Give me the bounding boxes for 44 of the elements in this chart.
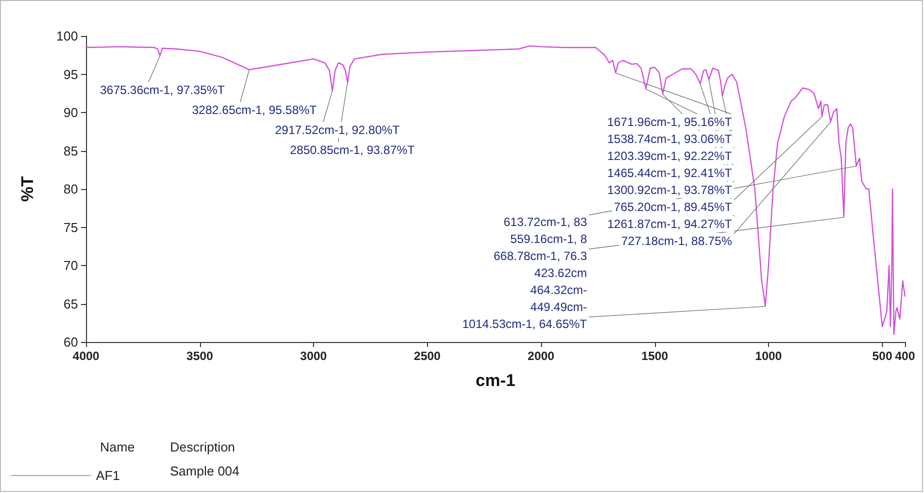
y-tick-label: 75 [64,220,78,235]
annotation: 449.49cm- [530,300,587,314]
y-tick-label: 70 [64,258,78,273]
x-tick-label: 1000 [755,349,782,363]
annotation: 2917.52cm-1, 92.80%T [275,123,400,137]
annotation: 727.18cm-1, 88.75% [621,234,732,248]
x-tick-label: 500 [872,349,893,363]
y-tick-label: 85 [64,143,78,158]
annotation: 668.78cm-1, 76.3 [494,249,588,263]
annotation: 2850.85cm-1, 93.87%T [290,143,416,157]
y-tick-label: 100 [56,28,78,44]
y-tick-label: 80 [64,182,78,196]
annotation: 1014.53cm-1, 64.65%T [462,317,588,331]
x-tick-label: 2500 [414,349,441,363]
annotation: 423.62cm [534,266,587,280]
y-tick-label: 90 [64,105,78,120]
line-series [85,45,906,335]
x-tick-label: 2000 [528,349,555,363]
annotation: 613.72cm-1, 83 [504,215,588,229]
y-axis-title: %T [18,176,37,202]
x-tick-label: 3500 [186,349,214,363]
annotation: 559.16cm-1, 8 [510,232,588,246]
annotation: 765.20cm-1, 89.45%T [614,200,733,214]
x-tick-label: 1500 [641,349,668,363]
text: Description [170,440,236,454]
annotation: 1538.74cm-1, 93.06%T [607,132,733,146]
x-axis-title: cm-1 [476,371,516,390]
text: AF1 [96,468,120,483]
annotation: 1671.96cm-1, 95.16%T [607,115,733,129]
x-tick-label: 400 [894,349,916,363]
y-tick-label: 60 [64,334,78,350]
annotation: 3675.36cm-1, 97.35%T [100,83,226,97]
annotation: 1300.92cm-1, 93.78%T [607,183,733,197]
x-tick-label: 3000 [300,349,328,363]
annotation: 1465.44cm-1, 92.41%T [607,166,733,180]
annotation: 1261.87cm-1, 94.27%T [607,217,733,231]
annotation: 3282.65cm-1, 95.58%T [192,103,318,117]
y-tick-label: 95 [64,66,78,82]
y-tick-label: 65 [64,296,78,312]
annotation: 1203.39cm-1, 92.22%T [607,149,733,163]
text: Name [100,440,135,454]
text: Sample 004 [170,464,240,478]
annotation: 464.32cm- [530,283,587,297]
x-tick-label: 4000 [72,349,100,363]
